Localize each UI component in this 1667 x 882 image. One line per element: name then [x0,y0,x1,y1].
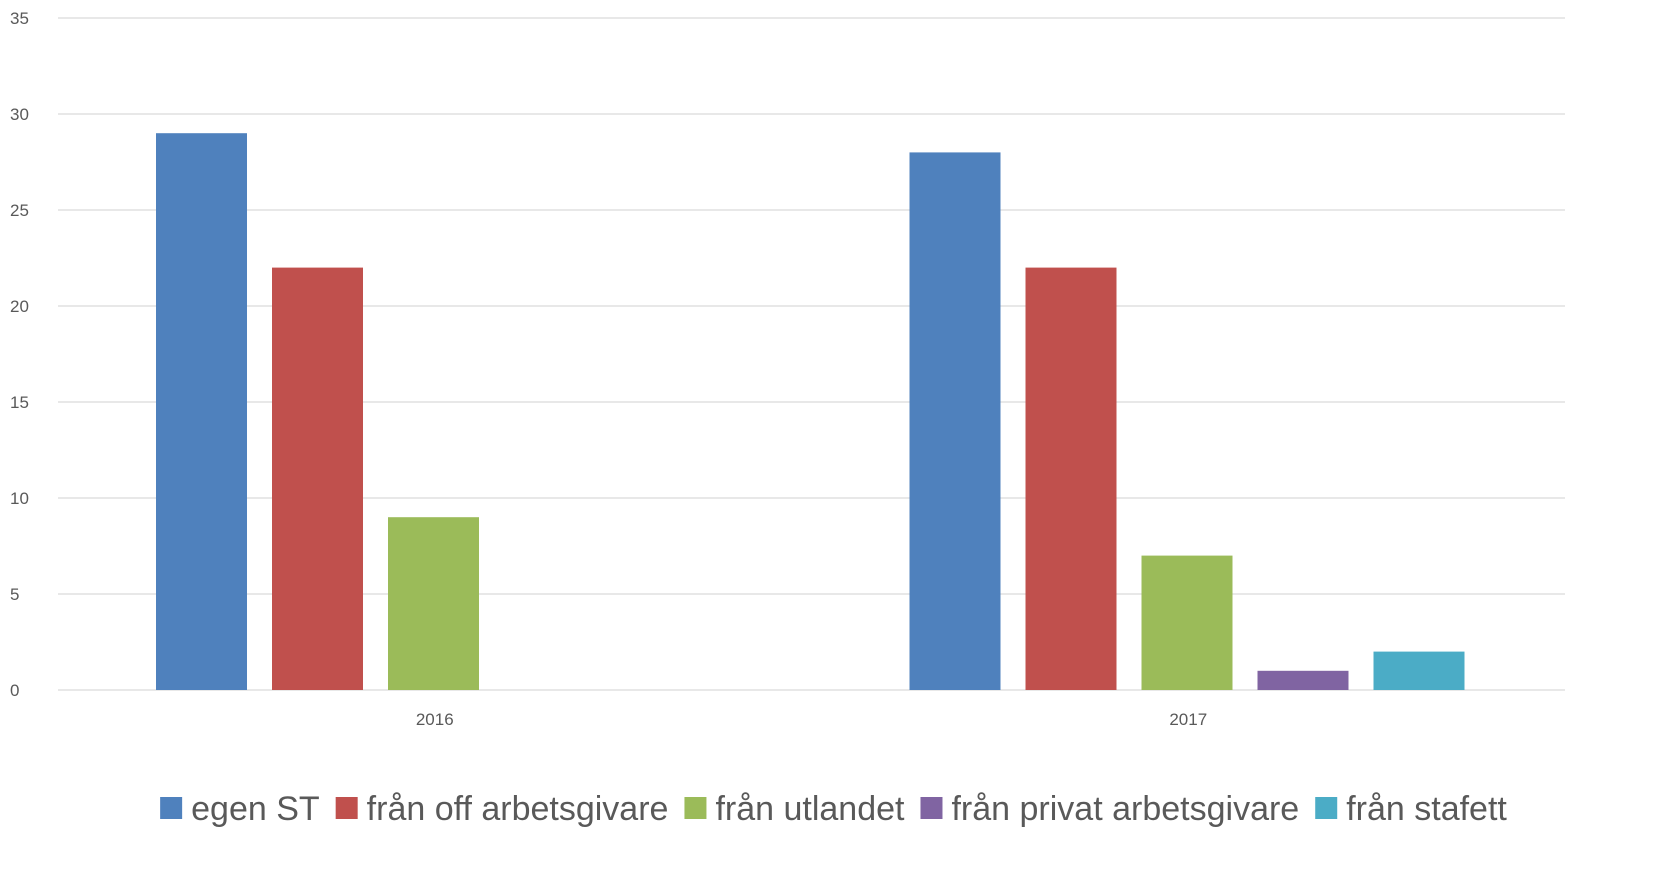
legend-label: egen ST [191,790,320,828]
y-tick-label: 20 [10,297,29,316]
legend-label: från utlandet [715,790,905,828]
x-tick-label: 2017 [1169,710,1207,729]
bar-från-utlandet-2016 [388,517,479,690]
legend-label: från privat arbetsgivare [951,790,1299,828]
legend-label: från stafett [1346,790,1507,828]
legend: egen ST från off arbetsgivare från utlande… [160,790,1507,828]
legend-item: från off arbetsgivare [335,790,669,828]
x-axis-labels: 2016 2017 [416,710,1207,729]
y-tick-label: 5 [10,585,19,604]
bar-från-off-arbetsgivare-2016 [272,267,363,690]
y-tick-label: 30 [10,105,29,124]
legend-item: från utlandet [684,790,905,828]
bar-från-stafett-2017 [1373,651,1465,690]
legend-swatch [335,797,358,819]
legend-swatch [920,797,943,819]
bar-egen-st-2016 [156,133,247,690]
y-tick-label: 25 [10,201,29,220]
bar-från-utlandet-2017 [1141,555,1233,690]
legend-swatch [1315,797,1338,819]
bar-egen-st-2017 [909,152,1001,690]
x-tick-label: 2016 [416,710,454,729]
legend-item: egen ST [160,790,320,828]
legend-item: från privat arbetsgivare [920,790,1299,828]
bar-från-privat-arbetsgivare-2017 [1257,670,1349,690]
y-tick-label: 15 [10,393,29,412]
legend-swatch [160,797,183,819]
legend-label: från off arbetsgivare [367,790,669,828]
bar-från-off-arbetsgivare-2017 [1025,267,1117,690]
legend-item: från stafett [1315,790,1507,828]
y-tick-label: 35 [10,9,29,28]
legend-swatch [684,797,707,819]
y-axis-ticks: 0 5 10 15 20 25 30 35 [10,9,29,700]
bars [156,133,1465,690]
y-tick-label: 10 [10,489,29,508]
y-tick-label: 0 [10,681,19,700]
